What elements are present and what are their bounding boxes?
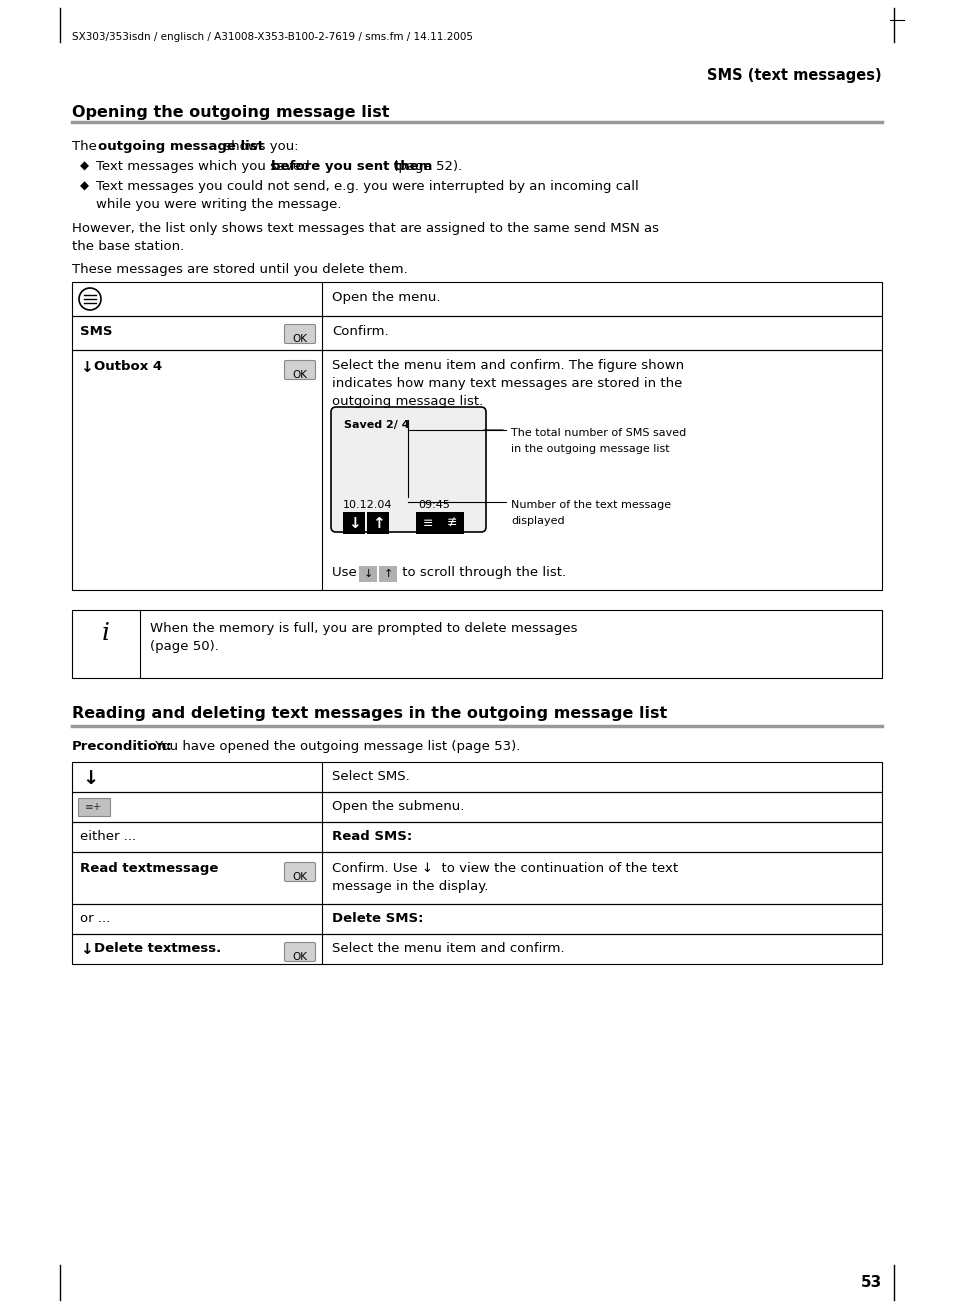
Text: ↑: ↑	[372, 515, 384, 531]
Text: The: The	[71, 140, 101, 153]
Bar	[71, 904, 882, 935]
Text: Select the menu item and confirm.: Select the menu item and confirm.	[332, 942, 564, 955]
Text: in the outgoing message list: in the outgoing message list	[511, 444, 669, 454]
Text: ↓: ↓	[347, 515, 360, 531]
Text: while you were writing the message.: while you were writing the message.	[96, 197, 341, 210]
Text: OK: OK	[293, 335, 307, 344]
Text: 53: 53	[860, 1276, 882, 1290]
Text: The total number of SMS saved: The total number of SMS saved	[511, 427, 685, 438]
Text: ↓: ↓	[82, 769, 98, 788]
Bar	[71, 350, 882, 589]
Bar	[78, 799, 110, 816]
Text: ↓: ↓	[363, 569, 373, 579]
Text: Select the menu item and confirm. The figure shown: Select the menu item and confirm. The fi…	[332, 359, 683, 372]
Text: OK: OK	[293, 951, 307, 962]
Text: When the memory is full, you are prompted to delete messages: When the memory is full, you are prompte…	[150, 622, 577, 635]
FancyBboxPatch shape	[331, 406, 485, 532]
Text: ↓: ↓	[80, 942, 92, 957]
Bar	[71, 316, 882, 350]
Text: Read textmessage: Read textmessage	[80, 863, 218, 874]
Bar	[416, 512, 439, 535]
Text: outgoing message list.: outgoing message list.	[332, 395, 483, 408]
Text: message in the display.: message in the display.	[332, 880, 488, 893]
FancyBboxPatch shape	[284, 863, 315, 881]
Bar	[439, 512, 463, 535]
Text: ≡: ≡	[422, 516, 433, 529]
Bar	[71, 610, 882, 678]
Text: Saved 2/ 4: Saved 2/ 4	[344, 420, 409, 430]
Bar	[71, 792, 882, 822]
Bar	[71, 852, 882, 904]
Text: Delete textmess.: Delete textmess.	[94, 942, 221, 955]
Text: OK: OK	[293, 872, 307, 882]
Text: Reading and deleting text messages in the outgoing message list: Reading and deleting text messages in th…	[71, 706, 666, 721]
Text: displayed: displayed	[511, 516, 564, 525]
Text: Use: Use	[332, 566, 360, 579]
Text: Text messages which you saved: Text messages which you saved	[96, 159, 314, 173]
Text: Open the menu.: Open the menu.	[332, 291, 440, 305]
Text: before you sent them: before you sent them	[271, 159, 432, 173]
Text: Read SMS:: Read SMS:	[332, 830, 412, 843]
FancyBboxPatch shape	[284, 324, 315, 344]
Text: ◆: ◆	[80, 159, 89, 173]
Text: or ...: or ...	[80, 912, 111, 925]
Text: Number of the text message: Number of the text message	[511, 501, 670, 510]
Text: Confirm.: Confirm.	[332, 325, 388, 339]
Text: SMS (text messages): SMS (text messages)	[706, 68, 882, 84]
Text: Select SMS.: Select SMS.	[332, 770, 410, 783]
Text: indicates how many text messages are stored in the: indicates how many text messages are sto…	[332, 376, 681, 389]
Text: ≡+: ≡+	[85, 802, 103, 812]
Bar	[378, 566, 396, 582]
Bar	[71, 935, 882, 965]
Text: ≢: ≢	[446, 516, 456, 529]
FancyBboxPatch shape	[284, 942, 315, 962]
Text: OK: OK	[293, 370, 307, 380]
Text: SMS: SMS	[80, 325, 112, 339]
Text: to scroll through the list.: to scroll through the list.	[397, 566, 565, 579]
Text: ↓: ↓	[80, 359, 92, 375]
Text: Opening the outgoing message list: Opening the outgoing message list	[71, 105, 389, 120]
Bar	[71, 282, 882, 316]
Text: Confirm. Use ↓  to view the continuation of the text: Confirm. Use ↓ to view the continuation …	[332, 863, 678, 874]
Text: 09:45: 09:45	[417, 501, 450, 510]
Bar	[71, 762, 882, 792]
Text: (page 50).: (page 50).	[150, 640, 218, 654]
Text: the base station.: the base station.	[71, 240, 184, 254]
FancyBboxPatch shape	[284, 361, 315, 379]
Text: However, the list only shows text messages that are assigned to the same send MS: However, the list only shows text messag…	[71, 222, 659, 235]
Bar	[71, 822, 882, 852]
Text: Precondition:: Precondition:	[71, 740, 172, 753]
Text: i: i	[102, 622, 110, 644]
Text: Text messages you could not send, e.g. you were interrupted by an incoming call: Text messages you could not send, e.g. y…	[96, 180, 639, 193]
Text: ◆: ◆	[80, 180, 89, 193]
Text: (page 52).: (page 52).	[389, 159, 462, 173]
Text: You have opened the outgoing message list (page 53).: You have opened the outgoing message lis…	[151, 740, 519, 753]
Text: shows you:: shows you:	[220, 140, 298, 153]
Text: These messages are stored until you delete them.: These messages are stored until you dele…	[71, 263, 407, 276]
Text: outgoing message list: outgoing message list	[98, 140, 264, 153]
Text: either ...: either ...	[80, 830, 136, 843]
Bar	[358, 566, 376, 582]
Bar	[367, 512, 389, 535]
Text: ↑: ↑	[383, 569, 393, 579]
Text: Open the submenu.: Open the submenu.	[332, 800, 464, 813]
Text: 10.12.04: 10.12.04	[343, 501, 392, 510]
Bar	[343, 512, 365, 535]
Text: Outbox 4: Outbox 4	[94, 359, 162, 372]
Text: Delete SMS:: Delete SMS:	[332, 912, 423, 925]
Text: SX303/353isdn / englisch / A31008-X353-B100-2-7619 / sms.fm / 14.11.2005: SX303/353isdn / englisch / A31008-X353-B…	[71, 31, 473, 42]
